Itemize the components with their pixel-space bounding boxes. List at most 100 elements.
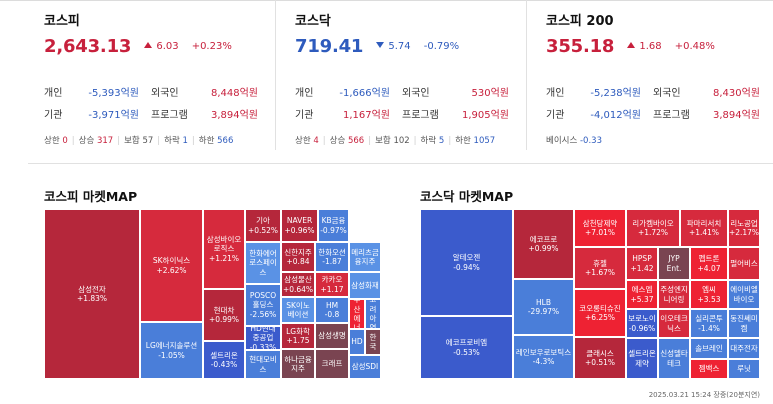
tile-change-value: -0.8	[324, 310, 340, 319]
treemap-tile[interactable]: 카카오 +1.17	[315, 272, 349, 297]
treemap-tile[interactable]: 삼성바이오로직스 +1.21%	[203, 209, 245, 289]
stat-value: 1057	[473, 136, 496, 146]
treemap-tile[interactable]: HM -0.8	[315, 297, 349, 323]
tile-stock-name: 젬백스	[698, 364, 720, 374]
investor-value: -3,971억원	[88, 110, 139, 121]
treemap-tile[interactable]: 크래프	[315, 349, 349, 379]
treemap-tile[interactable]: 주성엔지니어링	[658, 280, 690, 309]
treemap-tile[interactable]: 셀트리온제약	[626, 338, 658, 379]
treemap-tile[interactable]: 에코프로 +0.99%	[513, 209, 574, 279]
tile-stock-name: HM	[325, 300, 339, 310]
treemap-tile[interactable]: LG에너지솔루션 -1.05%	[140, 322, 203, 379]
stat-label: 상한	[44, 136, 60, 146]
index-change-pct: +0.23%	[191, 41, 232, 52]
kospi-map-title[interactable]: 코스피 마켓MAP	[44, 189, 138, 204]
kosdaq-card[interactable]: 코스닥 719.41 5.74 -0.79% 개인 -1,666억원 외국인 5…	[295, 0, 515, 150]
treemap-tile[interactable]: 리가켐바이오 +1.72%	[626, 209, 680, 247]
treemap-tile[interactable]: 이오테크닉스	[658, 309, 690, 338]
treemap-tile[interactable]: 레인보우로보틱스 -4.3%	[513, 335, 574, 379]
investor-label: 개인	[44, 88, 63, 99]
treemap-tile[interactable]: 알테오젠 -0.94%	[420, 209, 513, 316]
tile-stock-name: HD현대중공업	[250, 326, 276, 343]
tile-change-value: +6.25%	[584, 313, 616, 322]
treemap-tile[interactable]: 클래시스 +0.51%	[574, 337, 626, 379]
treemap-tile[interactable]: 펩트론 +4.07	[690, 247, 728, 280]
treemap-tile[interactable]: 삼성전자 +1.83%	[44, 209, 140, 379]
treemap-tile[interactable]: 코오롱티슈진 +6.25%	[574, 289, 626, 337]
treemap-tile[interactable]: 한화오션 -1.87	[315, 242, 349, 272]
tile-stock-name: SK이노베이션	[286, 300, 310, 319]
treemap-tile[interactable]: LG화학 +1.75	[281, 323, 315, 349]
treemap-tile[interactable]: 솔브레인	[690, 338, 728, 359]
treemap-tile[interactable]: 휴젤 +1.67%	[574, 247, 626, 289]
treemap-tile[interactable]: 신성델타테크	[658, 338, 690, 379]
tile-change-value: +0.96%	[284, 225, 315, 235]
treemap-tile[interactable]: 삼성물산 +0.64%	[281, 272, 315, 297]
treemap-tile[interactable]: HD	[349, 329, 365, 355]
treemap-tile[interactable]: 현대모비스	[245, 350, 281, 379]
stat-label: 하한	[198, 136, 215, 146]
treemap-tile[interactable]: SK하이닉스 +2.62%	[140, 209, 203, 322]
treemap-tile[interactable]: 삼천당제약 +7.01%	[574, 209, 626, 247]
tile-change-value: -1.05%	[158, 350, 185, 360]
treemap-tile[interactable]: 에코프로비엠 -0.53%	[420, 316, 513, 379]
investor-label: 외국인	[151, 88, 179, 99]
treemap-tile[interactable]: 루닛	[728, 359, 760, 379]
treemap-tile[interactable]: HLB -29.97%	[513, 279, 574, 335]
treemap-tile[interactable]: KB금융 -0.97%	[318, 209, 349, 242]
treemap-tile[interactable]: 실리콘투 -1.4%	[690, 309, 728, 338]
treemap-tile[interactable]: 동진쎄미켐	[728, 309, 760, 338]
index-change: 5.74	[376, 41, 411, 52]
treemap-tile[interactable]: 삼성화재	[349, 272, 381, 299]
investor-value: -5,238억원	[590, 88, 641, 99]
treemap-tile[interactable]: 셀트리온 -0.43%	[203, 341, 245, 379]
treemap-tile[interactable]: HPSP +1.42	[626, 247, 658, 280]
kosdaq-map-title[interactable]: 코스닥 마켓MAP	[420, 189, 514, 204]
kospi200-card[interactable]: 코스피 200 355.18 1.68 +0.48% 개인 -5,238억원 외…	[546, 0, 766, 150]
index-name[interactable]: 코스닥	[295, 14, 331, 29]
treemap-tile[interactable]: 신한지주 +0.84	[281, 242, 315, 272]
treemap-tile[interactable]: 대주전자	[728, 338, 760, 359]
treemap-tile[interactable]: 에이비엘바이오	[728, 280, 760, 309]
index-name[interactable]: 코스피	[44, 14, 80, 29]
treemap-tile[interactable]: 한국	[365, 329, 381, 355]
treemap-tile[interactable]: SK이노베이션	[281, 297, 315, 323]
tile-stock-name: 동진쎄미켐	[730, 314, 758, 333]
treemap-tile[interactable]: 삼성SDI	[349, 355, 381, 379]
tile-stock-name: 솔브레인	[695, 343, 723, 353]
investor-label: 기관	[546, 110, 565, 121]
treemap-tile[interactable]: 파마리서치 +1.41%	[680, 209, 728, 247]
treemap-tile[interactable]: 메리츠금융지주	[349, 242, 381, 272]
treemap-tile[interactable]: JYP Ent.	[658, 247, 690, 280]
treemap-tile[interactable]: 삼성생명	[315, 323, 349, 349]
stat-label: 상승	[329, 136, 346, 146]
treemap-tile[interactable]: NAVER +0.96%	[281, 209, 318, 242]
tile-change-value: -4.3%	[532, 357, 555, 366]
investor-value: 3,894억원	[712, 110, 760, 121]
treemap-tile[interactable]: 젬백스	[690, 359, 728, 379]
treemap-tile[interactable]: 하나금융지주	[281, 349, 315, 379]
index-name[interactable]: 코스피 200	[546, 14, 614, 29]
kospi-card[interactable]: 코스피 2,643.13 6.03 +0.23% 개인 -5,393억원 외국인…	[44, 0, 264, 150]
treemap-tile[interactable]: POSCO홀딩스 -2.56%	[245, 284, 281, 326]
index-value: 355.18	[546, 36, 615, 57]
treemap-tile[interactable]: 고려아연	[365, 299, 381, 329]
treemap-tile[interactable]: 두산에너	[349, 299, 365, 329]
investor-value: 3,894억원	[210, 110, 258, 121]
treemap-tile[interactable]: 한화에어로스페이스	[245, 242, 281, 284]
up-triangle-icon	[627, 42, 636, 48]
treemap-tile[interactable]: 현대차 +0.99%	[203, 289, 245, 341]
tile-change-value: -1.87	[322, 257, 342, 266]
treemap-tile[interactable]: 리노공업 +2.17%	[728, 209, 760, 247]
up-triangle-icon	[144, 42, 153, 48]
card-divider	[275, 0, 276, 150]
treemap-tile[interactable]: 엠씨 +3.53	[690, 280, 728, 309]
treemap-tile[interactable]: 보로노이 -0.96%	[626, 309, 658, 338]
investor-value: -1,666억원	[339, 88, 390, 99]
treemap-tile[interactable]: 펄어비스	[728, 247, 760, 280]
tile-change-value: -0.96%	[628, 323, 656, 333]
treemap-tile[interactable]: HD현대중공업 -0.33%	[245, 326, 281, 350]
treemap-tile[interactable]: 기아 +0.52%	[245, 209, 281, 242]
card-divider	[526, 0, 527, 150]
treemap-tile[interactable]: 에스엠 +5.37	[626, 280, 658, 309]
